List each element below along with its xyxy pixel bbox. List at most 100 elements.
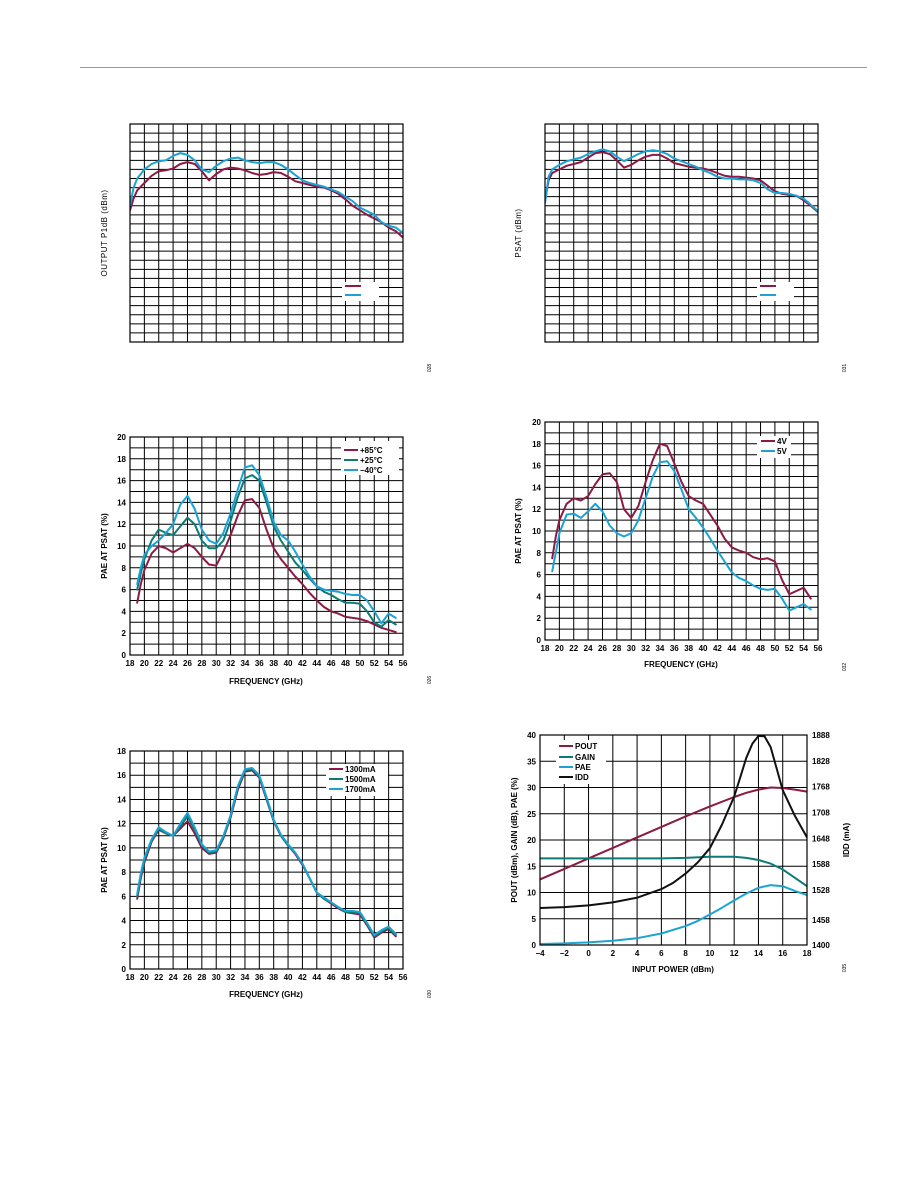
x-axis-label: FREQUENCY (GHz) (644, 660, 718, 669)
x-tick-label: 46 (327, 659, 336, 668)
y2-tick-label: 1828 (812, 757, 830, 766)
x-tick-label: 54 (384, 973, 393, 982)
x-tick-label: 20 (140, 659, 149, 668)
plot-frame (129, 123, 404, 343)
y-axis-label: PAE AT PSAT (%) (514, 498, 523, 564)
x-tick-label: 22 (154, 659, 163, 668)
x-tick-label: 54 (384, 659, 393, 668)
x-tick-label: 54 (799, 644, 808, 653)
x-tick-label: 30 (212, 973, 221, 982)
x-tick-label: 40 (699, 644, 708, 653)
legend-label: +25°C (360, 456, 383, 465)
series-line-pae (540, 884, 807, 945)
legend-box (342, 282, 379, 301)
legend-label: 5V (777, 447, 787, 456)
x-axis-label: FREQUENCY (GHz) (229, 677, 303, 686)
series-line-pout (540, 786, 807, 881)
x-tick-label: 48 (756, 644, 765, 653)
x-tick-label: 52 (370, 973, 379, 982)
x-tick-label: 20 (140, 973, 149, 982)
y2-tick-label: 1708 (812, 808, 830, 817)
y-tick-label: 18 (532, 440, 541, 449)
x-tick-label: 28 (612, 644, 621, 653)
x-tick-label: 40 (284, 659, 293, 668)
series-line-maroon (130, 161, 403, 239)
x-tick-label: 32 (226, 973, 235, 982)
plot-frame (544, 421, 819, 641)
x-tick-label: 24 (169, 973, 178, 982)
x-tick-label: 40 (284, 973, 293, 982)
y-tick-label: 8 (122, 868, 127, 877)
x-tick-label: 44 (727, 644, 736, 653)
x-axis-label: FREQUENCY (GHz) (229, 990, 303, 999)
x-tick-label: 30 (627, 644, 636, 653)
y2-tick-label: 1768 (812, 783, 830, 792)
y-tick-label: 10 (527, 889, 536, 898)
x-tick-label: 38 (684, 644, 693, 653)
x-tick-label: 4 (635, 949, 640, 958)
x-tick-label: 44 (312, 659, 321, 668)
y-tick-label: 2 (537, 614, 542, 623)
x-tick-label: 2 (611, 949, 616, 958)
chart-pae-temperature: 18 20 22 24 26 28 30 32 34 36 38 40 42 44 46 48 50 52 54 56… (100, 433, 433, 686)
y-tick-label: 12 (532, 505, 541, 514)
y-tick-label: 16 (117, 771, 126, 780)
y-tick-label: 6 (122, 892, 127, 901)
y-tick-label: 4 (122, 607, 127, 616)
x-tick-label: 28 (197, 659, 206, 668)
legend: +85°C +25°C −40°C (341, 441, 399, 475)
figure-code: 032 (842, 663, 848, 672)
series-line-85c (136, 498, 397, 634)
x-tick-label: 18 (126, 659, 135, 668)
y-tick-label: 16 (117, 477, 126, 486)
y-tick-label: 0 (122, 651, 127, 660)
y-tick-label: 8 (122, 564, 127, 573)
legend-label: +85°C (360, 446, 383, 455)
legend-label: PAE (575, 763, 592, 772)
figure-code: 031 (842, 364, 848, 373)
y-axis-label: PAE AT PSAT (%) (100, 827, 109, 893)
legend-label: GAIN (575, 753, 595, 762)
legend: 1300mA 1500mA 1700mA (326, 764, 388, 796)
x-tick-label: −2 (560, 949, 570, 958)
series-line-5v (551, 460, 812, 612)
y-tick-label: 0 (122, 965, 127, 974)
x-tick-label: 32 (641, 644, 650, 653)
y-tick-label: 14 (117, 795, 126, 804)
series-line-4v (551, 442, 812, 600)
y-axis-label: PAE AT PSAT (%) (100, 513, 109, 579)
plot-frame (129, 436, 404, 656)
legend (757, 282, 794, 301)
x-tick-label: 26 (598, 644, 607, 653)
x-tick-label: 38 (269, 973, 278, 982)
x-tick-label: 18 (126, 973, 135, 982)
legend-label: 4V (777, 437, 787, 446)
y-tick-label: 8 (537, 549, 542, 558)
series-line-maroon (545, 151, 818, 214)
y2-tick-label: 1588 (812, 860, 830, 869)
y-tick-label: 20 (532, 418, 541, 427)
series-line-25c (136, 474, 397, 628)
chart-pae-idd: 18 20 22 24 26 28 30 32 34 36 38 40 42 44 46 48 50 52 54 56… (100, 747, 433, 999)
x-tick-label: 22 (569, 644, 578, 653)
x-tick-label: 28 (197, 973, 206, 982)
plot-frame (539, 734, 808, 946)
figure-code: 028 (427, 364, 433, 373)
x-tick-label: −4 (535, 949, 545, 958)
x-tick-label: 34 (240, 659, 249, 668)
chart-power-sweep: −4 −2 0 2 4 6 8 10 12 14 16 18 0 5 10 15 20 25 30 35 40 1400 1… (510, 731, 851, 974)
y-tick-label: 14 (532, 483, 541, 492)
x-tick-label: 8 (683, 949, 688, 958)
y-tick-label: 10 (117, 542, 126, 551)
legend: POUT GAIN PAE IDD (556, 740, 606, 784)
header-rule (80, 67, 867, 68)
x-tick-label: 42 (713, 644, 722, 653)
y2-tick-label: 1458 (812, 916, 830, 925)
x-tick-label: 50 (355, 973, 364, 982)
x-tick-label: 26 (183, 659, 192, 668)
x-tick-label: 52 (370, 659, 379, 668)
figure-code: 035 (842, 964, 848, 973)
x-tick-label: 30 (212, 659, 221, 668)
x-tick-label: 42 (298, 973, 307, 982)
y-tick-label: 20 (117, 433, 126, 442)
